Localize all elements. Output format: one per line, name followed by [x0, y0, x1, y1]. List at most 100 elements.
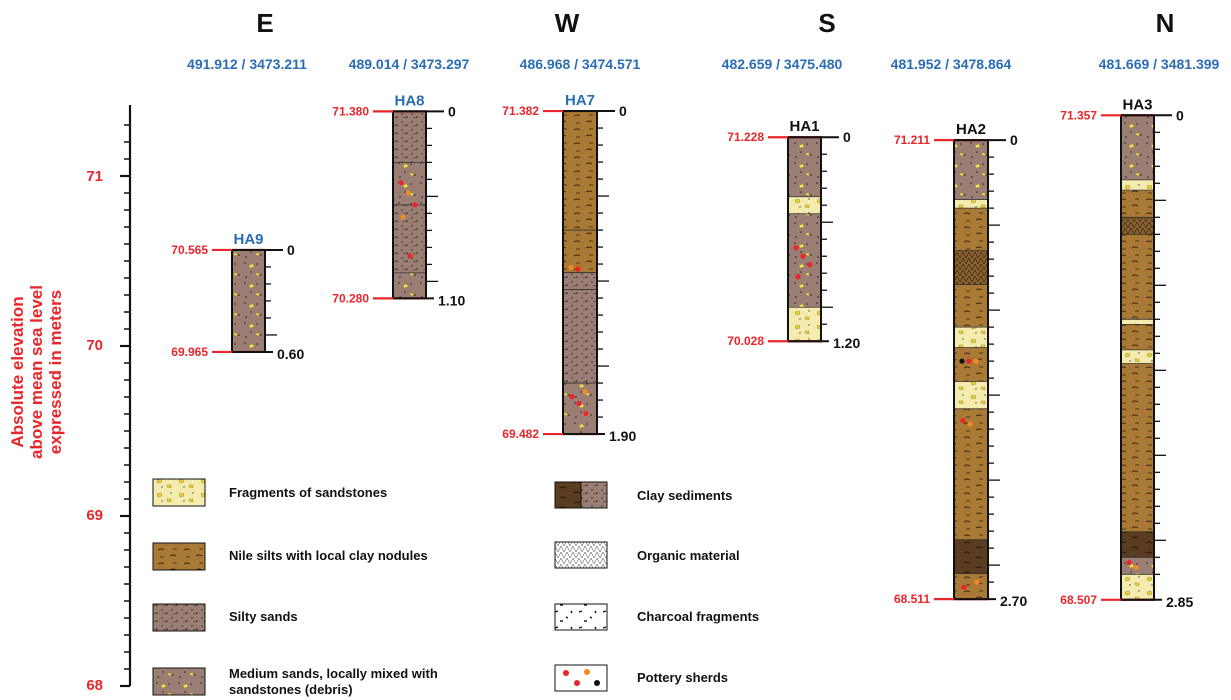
depth-bottom-ha9: 0.60	[277, 346, 304, 362]
coordinate-ha8: 489.014 / 3473.297	[349, 56, 470, 72]
legend-pottery-dot-orange	[584, 669, 590, 675]
axis-ticks	[120, 124, 130, 688]
legend-label-sand: Silty sands	[229, 609, 298, 624]
legend-label-clay: Clay sediments	[637, 488, 732, 503]
legend-swatch-sand	[152, 603, 206, 632]
pottery-sherd	[807, 262, 813, 268]
core-id-ha7: HA7	[565, 92, 595, 109]
pottery-sherd	[967, 421, 973, 427]
core-layer-sand	[393, 111, 426, 163]
core-id-ha3: HA3	[1122, 96, 1152, 113]
coordinate-ha9: 491.912 / 3473.211	[187, 56, 307, 72]
direction-label-east: E	[256, 8, 273, 38]
legend-item-fragments: Fragments of sandstones	[152, 478, 387, 507]
legend-swatch-pottery	[554, 664, 608, 692]
core-layer-silt	[954, 208, 988, 251]
direction-label-west: W	[555, 8, 580, 38]
core-layer-clay	[1121, 531, 1154, 558]
core-ha8: HA8 71.380 70.280 0 1.10	[332, 92, 465, 308]
core-layer-sand-debris	[954, 140, 988, 200]
core-layer-sand-debris	[788, 137, 821, 197]
pottery-sherd	[405, 190, 411, 196]
core-layer-fragments	[1121, 319, 1154, 325]
pottery-sherd	[582, 388, 588, 395]
legend-swatch-silt	[152, 542, 206, 571]
legend-item-pottery: Pottery sherds	[554, 664, 728, 692]
core-layer-silt	[954, 408, 988, 540]
coordinate-ha2: 481.952 / 3478.864	[891, 56, 1012, 72]
legend-swatch-sand-debris	[152, 667, 206, 696]
depth-bottom-ha2: 2.70	[1000, 593, 1027, 609]
pottery-sherd	[568, 264, 574, 271]
axis-title-line-2: above mean sea level	[27, 285, 46, 459]
elevation-top-ha1: 71.228	[727, 130, 764, 144]
core-id-ha9: HA9	[233, 231, 263, 248]
core-layer-silt	[563, 111, 597, 231]
coordinate-ha7: 486.968 / 3474.571	[520, 56, 641, 72]
core-layer-silt	[1121, 190, 1154, 218]
legend-label-organic: Organic material	[637, 548, 740, 563]
core-ha7: HA7 71.382 69.482 0 1.90	[502, 92, 636, 444]
axis-title-line-3: expressed in meters	[46, 290, 65, 454]
core-logs: HA9 70.565 69.965 0 0.60 HA8 71.380 70.280 0 1.10…	[171, 92, 1193, 610]
core-layer-silt	[1121, 363, 1154, 532]
legend-item-silt: Nile silts with local clay nodules	[152, 542, 428, 571]
core-id-ha2: HA2	[956, 121, 986, 138]
legend-label-sand-debris-line-1: Medium sands, locally mixed with	[229, 666, 438, 681]
coordinate-ha3: 481.669 / 3481.399	[1099, 56, 1220, 72]
depth-bottom-ha1: 1.20	[833, 335, 860, 351]
legend-item-sand: Silty sands	[152, 603, 298, 632]
pottery-sherd	[400, 214, 406, 220]
direction-label-south: S	[818, 8, 835, 38]
core-ha3: HA3 71.357 68.507 0 2.85	[1060, 96, 1193, 610]
legend-item-organic: Organic material	[554, 541, 740, 569]
pottery-sherd	[575, 266, 581, 272]
core-id-ha1: HA1	[789, 118, 819, 135]
core-layer-silt	[1121, 324, 1154, 350]
legend: Fragments of sandstones Nile silts with …	[152, 478, 759, 697]
elevation-top-ha8: 71.380	[332, 104, 369, 118]
elevation-bottom-ha7: 69.482	[502, 427, 539, 441]
core-layer-fragments	[954, 327, 988, 348]
legend-swatch-charcoal	[554, 603, 608, 631]
legend-pottery-dot-red-1	[563, 670, 569, 676]
elevation-bottom-ha3: 68.507	[1060, 593, 1097, 607]
core-layer-sand	[563, 272, 597, 290]
pottery-sherd	[412, 202, 418, 208]
elevation-bottom-ha9: 69.965	[171, 345, 208, 359]
depth-top-ha2: 0	[1010, 132, 1018, 148]
coordinate-row: 491.912 / 3473.211 489.014 / 3473.297 48…	[187, 56, 1219, 72]
core-ha2: HA2 71.211 68.511 0 2.70	[894, 121, 1028, 609]
core-layer-sand	[393, 204, 426, 273]
legend-label-charcoal: Charcoal fragments	[637, 609, 759, 624]
legend-label-fragments: Fragments of sandstones	[229, 485, 387, 500]
direction-headers: E W S N	[256, 8, 1174, 38]
core-layer-organic-silt	[1121, 217, 1154, 235]
core-layer-sand-debris	[788, 213, 821, 308]
pottery-sherd	[973, 358, 979, 364]
pottery-sherd	[793, 245, 799, 251]
legend-swatch-clay-light	[580, 481, 608, 509]
elevation-top-ha3: 71.357	[1060, 108, 1097, 122]
core-layer-silt	[954, 284, 988, 328]
pottery-sherd	[398, 180, 404, 186]
pottery-sherd	[961, 584, 967, 590]
core-layer-fragments	[788, 307, 821, 342]
legend-pottery-dot-red-2	[574, 680, 580, 686]
core-layer-sand-debris	[1121, 115, 1154, 180]
axis-tick-label-69: 69	[86, 507, 103, 524]
pottery-sherd	[966, 358, 972, 364]
axis-tick-label-68: 68	[86, 677, 103, 694]
core-layer-sand-debris	[393, 162, 426, 205]
depth-bottom-ha7: 1.90	[609, 428, 636, 444]
depth-top-ha9: 0	[287, 242, 295, 258]
core-id-ha8: HA8	[394, 92, 424, 109]
core-layer-silt	[954, 347, 988, 382]
core-layer-fragments	[1121, 349, 1154, 364]
pottery-sherd	[576, 400, 582, 407]
legend-label-silt: Nile silts with local clay nodules	[229, 548, 428, 563]
pottery-sherd	[959, 358, 965, 364]
core-layer-sand-debris	[563, 383, 597, 435]
depth-bottom-ha3: 2.85	[1166, 594, 1193, 610]
core-layer-fragments	[954, 199, 988, 209]
